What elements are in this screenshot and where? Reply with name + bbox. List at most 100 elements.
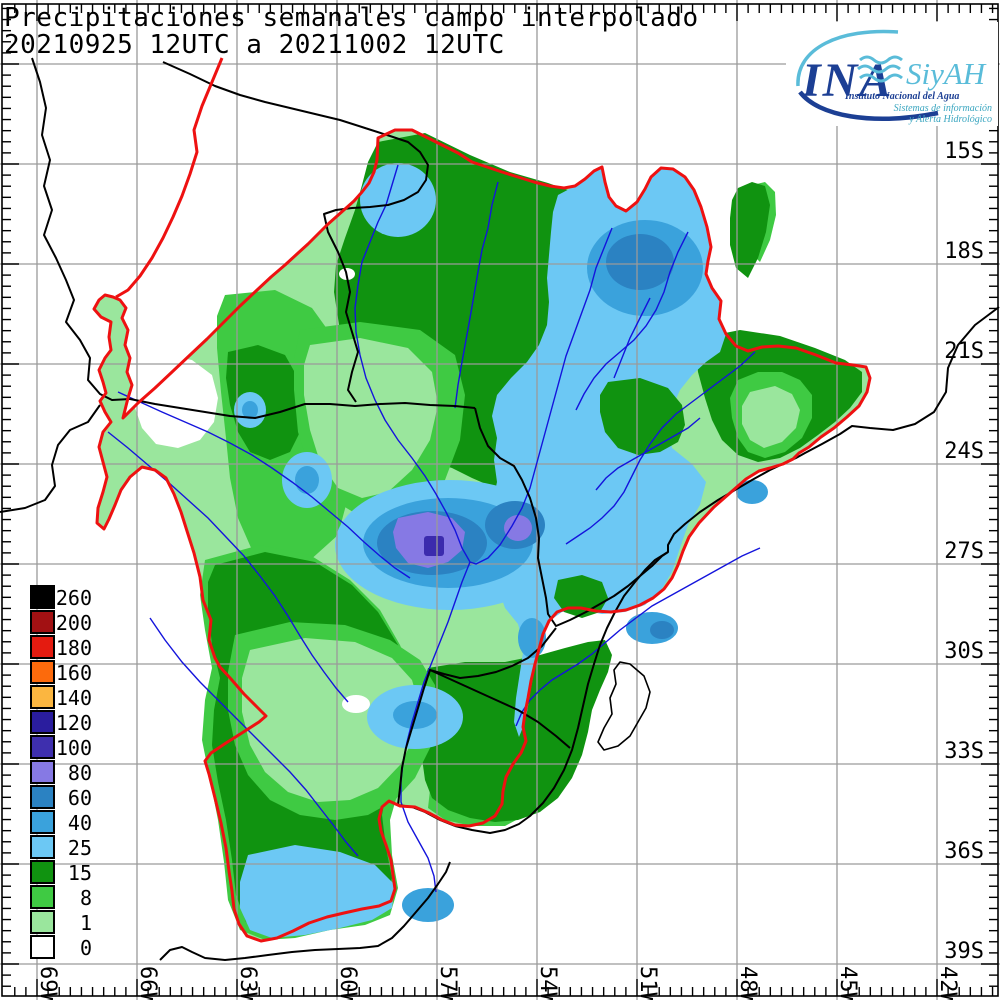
logo-tagline2: y Alerta Hidrológico [908,114,992,125]
lon-label: 63W [235,966,260,1000]
indigo100-core [424,536,444,556]
lon-label: 66W [135,966,160,1000]
border-paraguay-south [129,398,476,419]
legend-swatch [30,835,55,859]
legend-swatch [30,635,55,659]
border-west-south [0,404,101,513]
green15-ne-corner [730,182,770,278]
legend-value: 160 [56,661,92,685]
legend-swatch [30,910,55,934]
legend-value: 260 [56,586,92,610]
legend-value: 200 [56,611,92,635]
legend-swatch [30,610,55,634]
river-top-trib [454,181,499,409]
legend-swatch [30,785,55,809]
blue40-west-dot1 [242,401,258,419]
blue40-south [402,888,454,922]
legend-swatch [30,585,55,609]
map-date-range: 20210925 12UTC a 20211002 12UTC [4,30,505,60]
lat-label: 18S [944,239,984,264]
legend-value: 25 [68,836,92,860]
legend-swatch [30,810,55,834]
logo-arc-bottom-icon [798,90,939,121]
lon-label: 48W [735,966,760,1000]
legend-value: 140 [56,686,92,710]
lon-label: 57W [435,966,460,1000]
basin-outline-main [92,128,872,943]
ina-siyah-logo: INA SiyAH Instituto Nacional del Agua Si… [786,22,998,126]
logo-arc-top-icon [796,29,899,87]
axis-labels: 15S 18S 21S 24S 27S 30S 33S 36S 39S 69W 66W 63W 60W 5… [35,139,984,1000]
green1-south-core [242,638,420,802]
lat-label: 39S [944,939,984,964]
legend-swatch [30,710,55,734]
legend-value: 180 [56,636,92,660]
blue40-east [736,480,768,504]
border-parana-misiones [474,407,669,627]
green15-uruguay [420,640,612,822]
lat-label: 36S [944,839,984,864]
blue60-se1 [650,621,674,639]
blue25-south-tip [240,845,395,938]
lagoa-dos-patos [597,661,651,751]
lon-label: 60W [335,966,360,1000]
lat-label: 33S [944,739,984,764]
river-pilcomayo [117,391,411,579]
river-salado [149,617,359,857]
river-uruguay-upper [515,547,761,727]
lon-label: 45W [835,966,860,1000]
lon-label: 54W [535,966,560,1000]
legend-value: 120 [56,711,92,735]
white0-south-dot [342,695,370,713]
logo-waves-icon [857,55,903,83]
border-brazil-bolivia [162,61,429,403]
legend-value: 8 [80,886,92,910]
legend-swatch [30,660,55,684]
map-frame-and-ticks [1,3,999,997]
green15-east-center [600,378,685,455]
legend-value: 40 [68,811,92,835]
coastline-argentina-south [159,861,451,961]
river-ne-trib1 [575,231,689,411]
river-iguazu [595,417,701,491]
logo-subtitle: Instituto Nacional del Agua [844,91,959,102]
legend-swatch [30,760,55,784]
river-parana-lower [400,561,471,893]
lon-label: 42W [935,966,960,1000]
legend-value: 100 [56,736,92,760]
map-frame [1,3,999,997]
lat-label: 30S [944,639,984,664]
lon-label: 69W [35,966,60,1000]
legend-value: 60 [68,786,92,810]
lat-label: 27S [944,539,984,564]
coastline-brazil [397,306,1000,834]
legend-value: 0 [80,936,92,960]
lat-label: 21S [944,339,984,364]
green1-bulge-core [742,386,800,448]
legend-value: 1 [80,911,92,935]
legend-swatch [30,935,55,959]
map-title: Precipitaciones semanales campo interpol… [4,3,699,33]
border-uruguay-river [397,627,557,806]
country-borders-and-coastline [0,57,1000,961]
legend-swatch [30,735,55,759]
river-paraguay [354,164,471,563]
lon-label: 51W [635,966,660,1000]
basin-outline [92,57,872,943]
legend-value: 80 [68,761,92,785]
river-parana-upper [469,227,613,565]
legend-swatch [30,685,55,709]
lat-label: 15S [944,139,984,164]
border-brazil-uruguay [429,669,571,749]
white0-west [134,355,218,448]
logo-tagline1: Sistemas de información [894,103,992,114]
logo-siyah-text: SiyAH [906,56,987,91]
legend-swatch [30,885,55,909]
river-ne-short [613,297,651,379]
blue60-ne [606,234,674,290]
legend-swatch [30,860,55,884]
purple80-east [504,515,532,541]
